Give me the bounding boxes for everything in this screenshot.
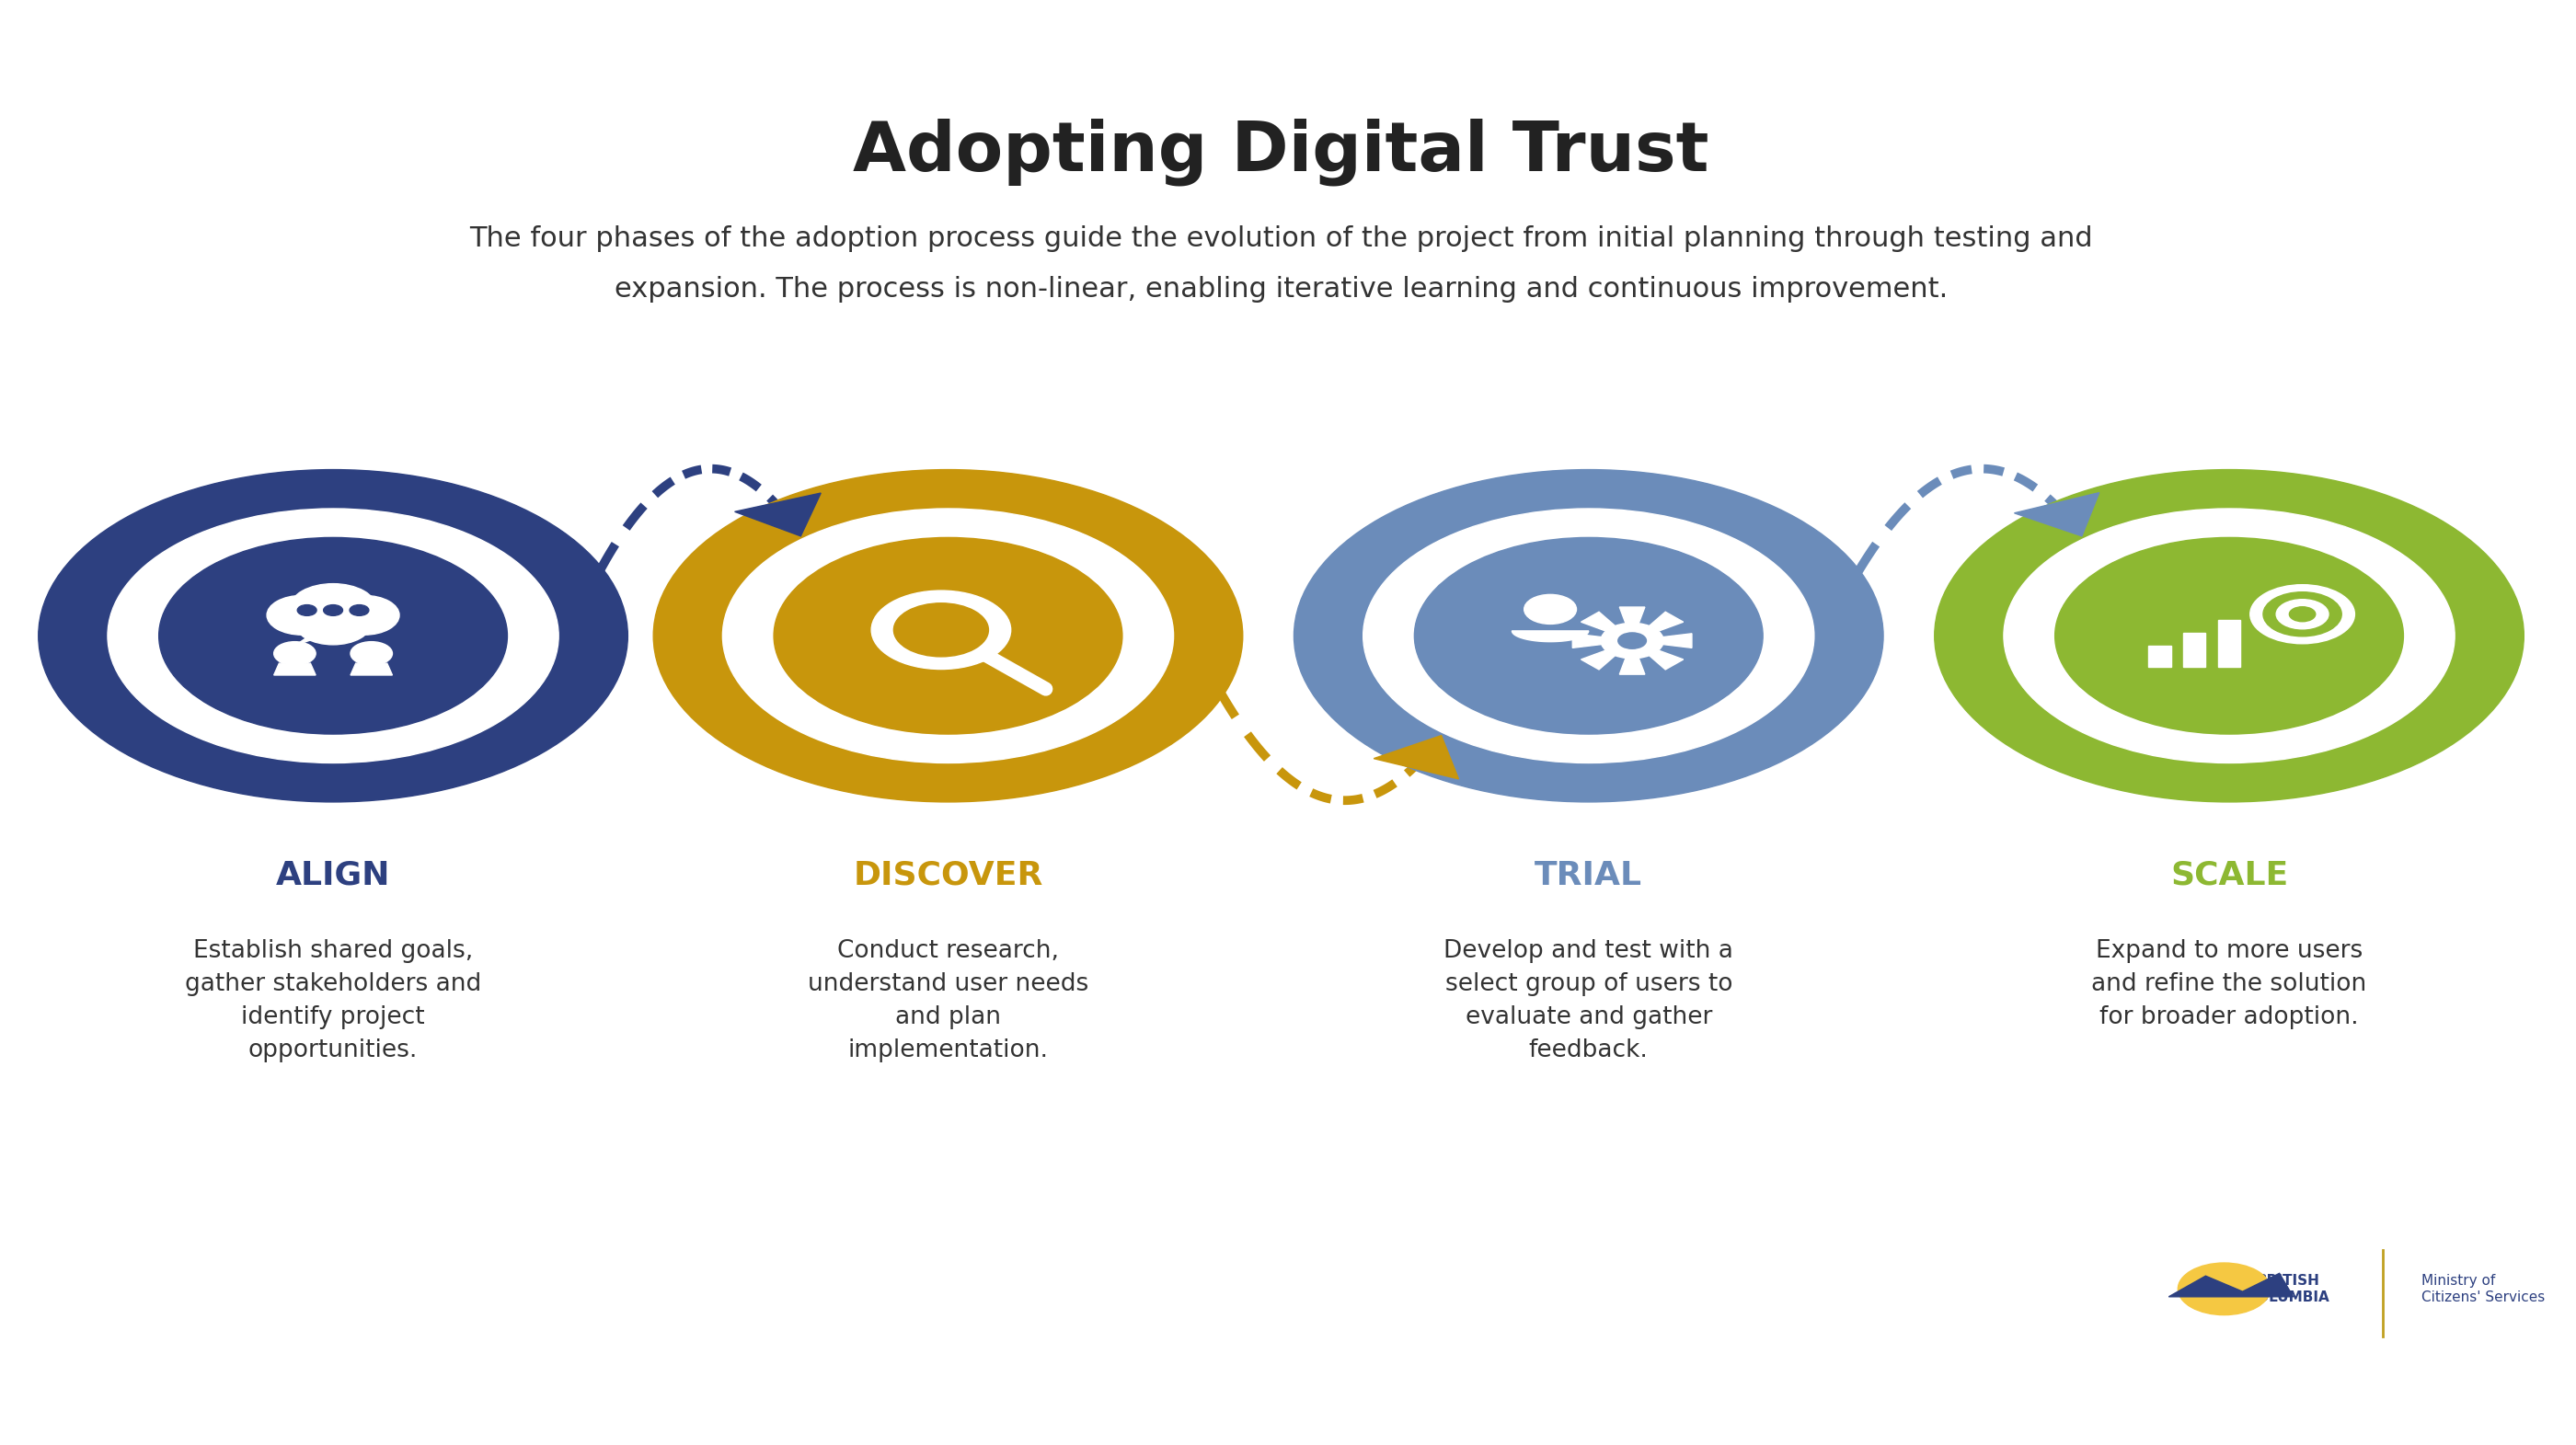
- Text: Establish shared goals,
gather stakeholders and
identify project
opportunities.: Establish shared goals, gather stakehold…: [185, 939, 482, 1062]
- Polygon shape: [294, 626, 350, 646]
- Circle shape: [2177, 1263, 2269, 1315]
- Circle shape: [1618, 633, 1646, 649]
- Circle shape: [1414, 538, 1762, 734]
- Polygon shape: [350, 663, 392, 675]
- Circle shape: [268, 595, 337, 634]
- Circle shape: [160, 538, 507, 734]
- Polygon shape: [734, 493, 822, 536]
- Polygon shape: [2169, 1273, 2293, 1296]
- Circle shape: [871, 591, 1010, 669]
- Circle shape: [1525, 594, 1577, 624]
- Polygon shape: [1582, 650, 1615, 669]
- Circle shape: [325, 605, 343, 616]
- Text: Develop and test with a
select group of users to
evaluate and gather
feedback.: Develop and test with a select group of …: [1443, 939, 1734, 1062]
- Polygon shape: [1373, 736, 1458, 779]
- Text: SCALE: SCALE: [2169, 860, 2287, 892]
- Circle shape: [1600, 623, 1664, 659]
- Bar: [2182, 633, 2205, 668]
- Circle shape: [721, 509, 1175, 763]
- Text: TRIAL: TRIAL: [1535, 860, 1643, 892]
- Circle shape: [330, 595, 399, 634]
- Polygon shape: [1582, 611, 1615, 631]
- Text: Expand to more users
and refine the solution
for broader adoption.: Expand to more users and refine the solu…: [2092, 939, 2367, 1029]
- Bar: [2148, 646, 2172, 668]
- Circle shape: [2264, 592, 2342, 636]
- Circle shape: [108, 509, 559, 763]
- Circle shape: [2056, 538, 2403, 734]
- Circle shape: [894, 603, 989, 656]
- Polygon shape: [273, 663, 317, 675]
- Circle shape: [289, 584, 376, 633]
- Text: expansion. The process is non-linear, enabling iterative learning and continuous: expansion. The process is non-linear, en…: [616, 276, 1947, 302]
- Circle shape: [1363, 509, 1814, 763]
- Text: BRITISH
COLUMBIA: BRITISH COLUMBIA: [2246, 1274, 2329, 1303]
- Text: DISCOVER: DISCOVER: [853, 860, 1043, 892]
- Text: ALIGN: ALIGN: [276, 860, 392, 892]
- Circle shape: [2249, 585, 2354, 643]
- Polygon shape: [1620, 657, 1646, 675]
- Circle shape: [1935, 470, 2524, 802]
- Polygon shape: [1664, 633, 1692, 647]
- Text: Adopting Digital Trust: Adopting Digital Trust: [853, 118, 1710, 185]
- Circle shape: [296, 605, 317, 616]
- Polygon shape: [1512, 631, 1589, 642]
- Circle shape: [294, 601, 371, 644]
- Circle shape: [2290, 607, 2316, 621]
- Circle shape: [350, 642, 392, 665]
- Polygon shape: [1571, 633, 1602, 647]
- Circle shape: [654, 470, 1242, 802]
- Circle shape: [2277, 600, 2329, 629]
- Circle shape: [2004, 509, 2455, 763]
- Text: The four phases of the adoption process guide the evolution of the project from : The four phases of the adoption process …: [469, 225, 2092, 251]
- Circle shape: [1293, 470, 1883, 802]
- Polygon shape: [1649, 611, 1682, 631]
- Text: Conduct research,
understand user needs
and plan
implementation.: Conduct research, understand user needs …: [809, 939, 1090, 1062]
- Circle shape: [273, 642, 317, 665]
- Circle shape: [350, 605, 368, 616]
- Circle shape: [39, 470, 629, 802]
- Polygon shape: [1620, 607, 1646, 623]
- Circle shape: [773, 538, 1123, 734]
- Text: Ministry of
Citizens' Services: Ministry of Citizens' Services: [2421, 1274, 2545, 1303]
- Polygon shape: [2014, 493, 2099, 536]
- Bar: [2218, 620, 2241, 668]
- Polygon shape: [1649, 650, 1682, 669]
